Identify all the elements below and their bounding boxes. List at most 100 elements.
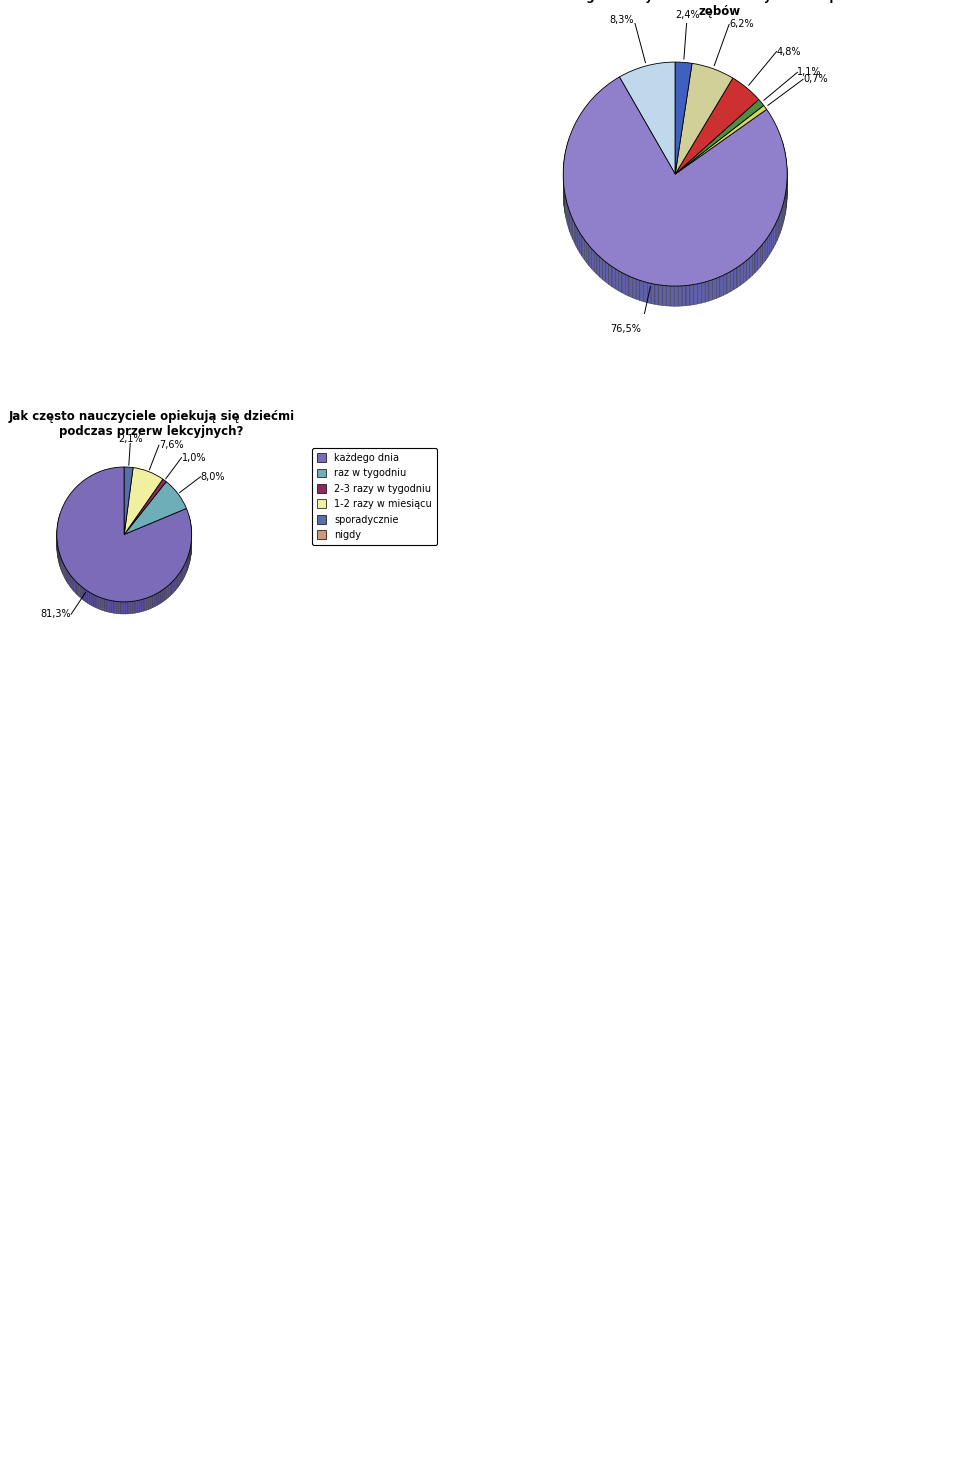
Polygon shape [763,240,765,264]
Polygon shape [770,231,772,255]
Polygon shape [146,598,149,611]
Polygon shape [75,580,77,595]
Polygon shape [184,563,185,577]
Polygon shape [589,246,591,268]
Polygon shape [123,602,126,614]
Polygon shape [135,601,137,614]
Polygon shape [636,278,639,300]
Polygon shape [121,602,123,614]
Polygon shape [606,262,609,284]
Polygon shape [772,227,774,251]
Polygon shape [757,248,760,270]
Polygon shape [615,268,618,292]
Polygon shape [131,601,132,614]
Polygon shape [172,580,174,595]
Polygon shape [662,286,666,306]
Polygon shape [670,286,674,306]
Polygon shape [651,283,655,305]
Polygon shape [731,270,733,292]
Polygon shape [111,601,114,614]
Polygon shape [666,286,670,306]
Polygon shape [625,274,629,296]
Polygon shape [159,590,161,605]
Polygon shape [674,286,678,306]
Polygon shape [574,223,576,246]
Polygon shape [702,281,706,303]
Polygon shape [84,589,85,602]
Text: 81,3%: 81,3% [40,609,71,620]
Polygon shape [178,573,180,587]
Wedge shape [124,467,133,535]
Polygon shape [66,570,68,583]
Polygon shape [161,589,163,604]
Polygon shape [71,576,72,589]
Wedge shape [564,78,787,286]
Polygon shape [566,201,567,224]
Polygon shape [144,598,146,611]
Polygon shape [108,599,109,612]
Polygon shape [83,587,84,601]
Polygon shape [582,236,585,259]
Polygon shape [139,599,142,612]
Polygon shape [597,253,600,277]
Legend: każdego dnia, raz w tygodniu, 2-3 razy w tygodniu, 1-2 razy w miesiącu, sporadyc: każdego dnia, raz w tygodniu, 2-3 razy w… [312,448,437,545]
Text: 8,0%: 8,0% [201,472,225,482]
Polygon shape [567,205,568,229]
Wedge shape [675,78,758,174]
Polygon shape [781,207,782,230]
Polygon shape [170,582,172,596]
Wedge shape [57,467,192,602]
Polygon shape [62,561,63,576]
Polygon shape [63,564,64,577]
Polygon shape [64,565,65,580]
Polygon shape [779,214,780,237]
Text: 2,1%: 2,1% [118,434,143,444]
Polygon shape [94,595,96,608]
Polygon shape [87,592,90,605]
Polygon shape [659,284,662,306]
Polygon shape [81,586,83,599]
Polygon shape [137,601,139,612]
Polygon shape [65,567,66,582]
Polygon shape [746,258,750,281]
Polygon shape [92,593,94,607]
Polygon shape [720,275,724,297]
Wedge shape [675,105,767,174]
Polygon shape [594,252,597,274]
Polygon shape [149,596,151,609]
Polygon shape [777,217,779,240]
Polygon shape [733,268,737,290]
Polygon shape [568,208,569,231]
Polygon shape [750,255,753,278]
Text: 76,5%: 76,5% [611,324,641,334]
Polygon shape [177,576,178,589]
Polygon shape [183,565,184,579]
Text: 4,8%: 4,8% [777,47,801,57]
Polygon shape [760,243,763,267]
Text: 8,3%: 8,3% [610,16,635,25]
Text: 6,2%: 6,2% [729,19,754,29]
Polygon shape [167,586,168,599]
Polygon shape [609,264,612,287]
Polygon shape [566,142,567,167]
Polygon shape [74,579,75,593]
Polygon shape [69,573,71,587]
Polygon shape [96,596,98,609]
Polygon shape [578,230,580,253]
Polygon shape [622,272,625,294]
Polygon shape [629,275,633,297]
Title: Jak często nauczyciele opiekują się dziećmi
podczas przerw lekcyjnych?: Jak często nauczyciele opiekują się dzie… [8,410,295,438]
Wedge shape [124,467,163,535]
Polygon shape [116,602,119,614]
Polygon shape [690,284,694,305]
Wedge shape [675,100,764,174]
Polygon shape [168,583,170,598]
Polygon shape [155,593,157,607]
Polygon shape [643,281,647,303]
Polygon shape [633,278,636,299]
Polygon shape [182,567,183,582]
Polygon shape [585,239,587,262]
Polygon shape [765,237,767,261]
Polygon shape [743,261,746,283]
Polygon shape [109,601,111,612]
